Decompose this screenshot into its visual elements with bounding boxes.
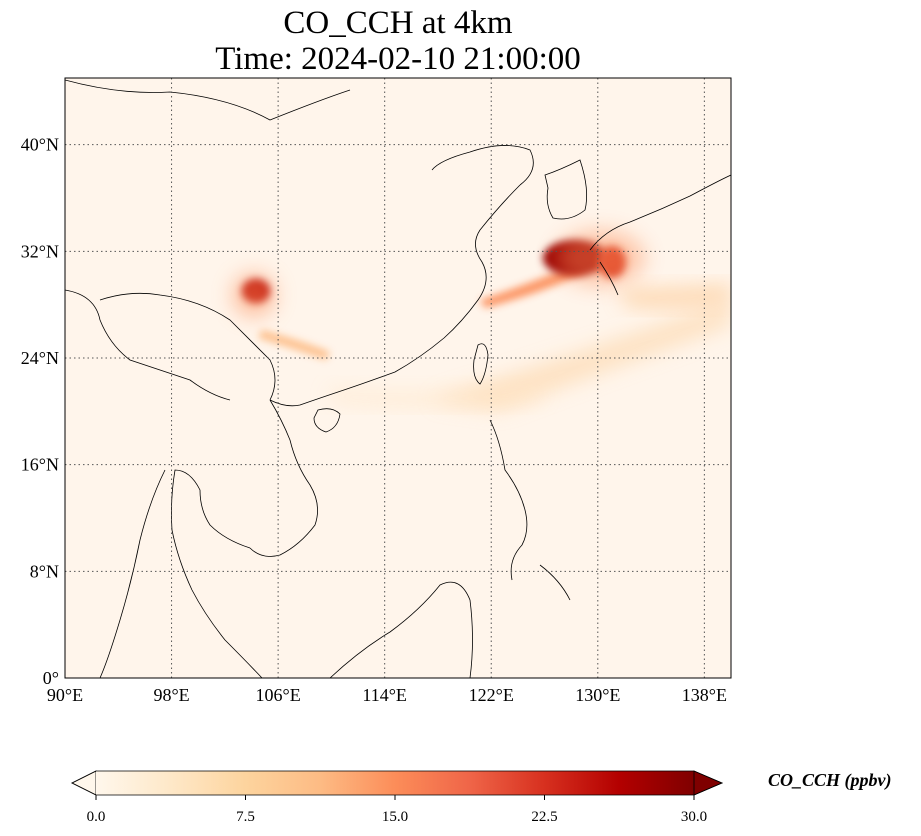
- colorbar-ticks: 0.0 7.5 15.0 22.5 30.0: [87, 795, 707, 825]
- coastlines: [65, 79, 731, 678]
- coastline-borneo: [329, 581, 473, 678]
- border-inland-1: [99, 292, 276, 401]
- coastline-gulf-thailand: [171, 469, 263, 678]
- colorbar: 0.0 7.5 15.0 22.5 30.0: [71, 770, 724, 825]
- colorbar-tick-label: 15.0: [382, 809, 408, 825]
- lat-tick-labels: 0° 8°N 16°N 24°N 32°N 40°N: [21, 135, 59, 688]
- coastline-korea: [544, 159, 588, 220]
- lat-tick-label: 24°N: [21, 348, 59, 368]
- colorbar-extend-min: [71, 770, 97, 796]
- coastline-hainan: [313, 408, 341, 433]
- border-inland-2: [65, 289, 231, 401]
- plume-taiwan-band: [330, 385, 540, 405]
- plume-ocean-band: [430, 300, 731, 410]
- colorbar-tick-label: 30.0: [681, 809, 707, 825]
- coastline-vietnam: [249, 399, 318, 557]
- lon-tick-label: 98°E: [153, 685, 189, 705]
- map-frame: [64, 77, 732, 679]
- gridlines: [65, 78, 731, 678]
- map-background: [65, 78, 731, 678]
- map-title-line1: CO_CCH at 4km: [283, 5, 513, 41]
- lon-tick-label: 138°E: [682, 685, 727, 705]
- lat-tick-label: 40°N: [21, 135, 59, 155]
- lat-tick-label: 0°: [43, 668, 59, 688]
- colorbar-tick-label: 22.5: [531, 809, 557, 825]
- colorbar-extend-max: [693, 770, 724, 796]
- coastline-taiwan: [473, 343, 489, 385]
- plume-sichuan-tail: [258, 330, 330, 360]
- border-inland-3: [65, 79, 351, 121]
- coastline-malay: [99, 469, 166, 678]
- lon-tick-label: 90°E: [47, 685, 83, 705]
- lon-tick-label: 130°E: [575, 685, 620, 705]
- colorbar-tick-label: 7.5: [236, 809, 255, 825]
- colorbar-body: [96, 771, 694, 795]
- lon-tick-label: 122°E: [469, 685, 514, 705]
- lat-tick-label: 16°N: [21, 455, 59, 475]
- plume-sichuan-halo: [232, 273, 276, 317]
- map-title-line2: Time: 2024-02-10 21:00:00: [215, 41, 581, 77]
- plume-pacific-band: [620, 285, 731, 307]
- concentration-field: [232, 230, 731, 410]
- lon-tick-label: 114°E: [362, 685, 407, 705]
- plume-japan-halo: [555, 230, 645, 286]
- map-content: [65, 78, 731, 678]
- coastline-japan: [589, 174, 731, 296]
- lat-tick-label: 32°N: [21, 241, 59, 261]
- colorbar-tick-label: 0.0: [87, 809, 106, 825]
- lon-tick-label: 106°E: [256, 685, 301, 705]
- coastline-china-east: [269, 184, 521, 407]
- coastline-bohai: [431, 145, 534, 186]
- colorbar-title: CO_CCH (ppbv): [768, 770, 892, 790]
- coastline-philippines: [489, 419, 571, 601]
- lat-tick-label: 8°N: [30, 561, 59, 581]
- lon-tick-labels: 90°E 98°E 106°E 114°E 122°E 130°E 138°E: [47, 685, 727, 705]
